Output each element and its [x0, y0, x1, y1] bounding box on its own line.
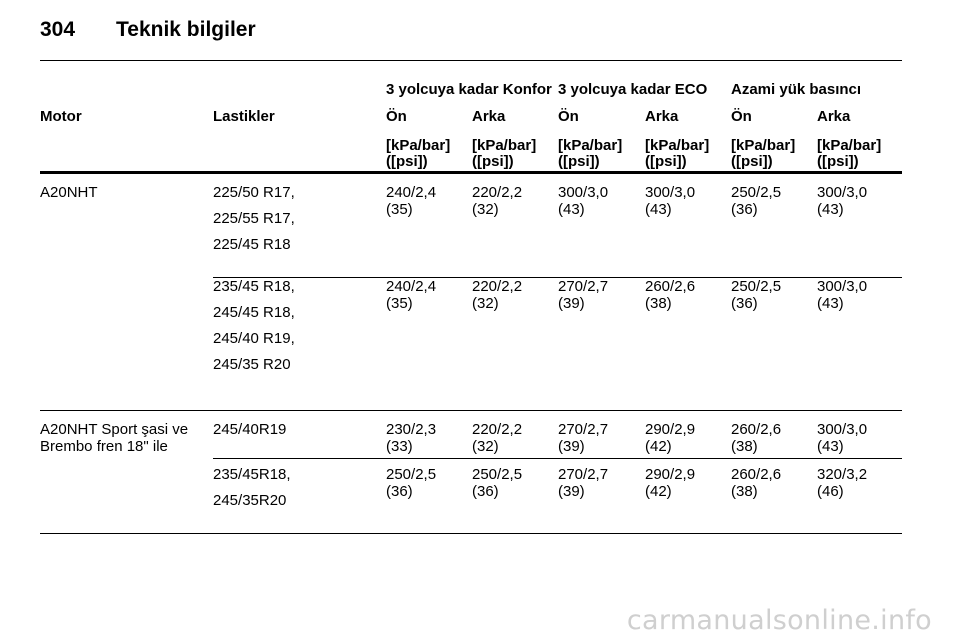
- pressure-value-cell: 300/3,0: [817, 421, 868, 438]
- pressure-value-cell: 300/3,0: [558, 184, 609, 201]
- group-header-comfort: 3 yolcuya kadar Konfor: [386, 81, 552, 98]
- unit-label-psi: ([psi]): [386, 153, 428, 170]
- pressure-psi-cell: (36): [472, 483, 499, 500]
- pressure-value-cell: 240/2,4: [386, 184, 437, 201]
- pressure-psi-cell: (39): [558, 438, 585, 455]
- pressure-value-cell: 230/2,3: [386, 421, 437, 438]
- page-header: 304 Teknik bilgiler: [40, 18, 256, 42]
- pressure-psi-cell: (35): [386, 201, 413, 218]
- pressure-value-cell: 220/2,2: [472, 421, 523, 438]
- tire-size-cell: 245/35R20: [213, 492, 287, 509]
- pressure-value-cell: 290/2,9: [645, 466, 696, 483]
- pressure-value-cell: 300/3,0: [817, 278, 868, 295]
- row-divider: [40, 533, 902, 534]
- unit-label-kpa-bar: [kPa/bar]: [731, 137, 796, 154]
- header-bottom-rule: [40, 171, 902, 174]
- unit-label-kpa-bar: [kPa/bar]: [472, 137, 537, 154]
- pressure-value-cell: 250/2,5: [472, 466, 523, 483]
- pressure-psi-cell: (32): [472, 438, 499, 455]
- tire-size-cell: 235/45R18,: [213, 466, 291, 483]
- pressure-psi-cell: (39): [558, 483, 585, 500]
- pressure-value-cell: 270/2,7: [558, 466, 609, 483]
- row-divider: [213, 458, 902, 459]
- pressure-psi-cell: (42): [645, 483, 672, 500]
- pressure-value-cell: 250/2,5: [386, 466, 437, 483]
- tire-size-cell: 245/40R19: [213, 421, 287, 438]
- header-rule: [40, 60, 902, 61]
- unit-label-psi: ([psi]): [645, 153, 687, 170]
- tire-size-cell: 225/55 R17,: [213, 210, 295, 227]
- pressure-value-cell: 260/2,6: [645, 278, 696, 295]
- pressure-value-cell: 250/2,5: [731, 184, 782, 201]
- pressure-value-cell: 250/2,5: [731, 278, 782, 295]
- tire-size-cell: 225/50 R17,: [213, 184, 295, 201]
- pressure-psi-cell: (38): [645, 295, 672, 312]
- pressure-psi-cell: (33): [386, 438, 413, 455]
- pressure-psi-cell: (32): [472, 295, 499, 312]
- tire-size-cell: 245/35 R20: [213, 356, 291, 373]
- column-header-rear: Arka: [645, 108, 679, 125]
- pressure-psi-cell: (39): [558, 295, 585, 312]
- pressure-psi-cell: (38): [731, 438, 758, 455]
- tire-size-cell: 245/40 R19,: [213, 330, 295, 347]
- pressure-psi-cell: (43): [817, 438, 844, 455]
- unit-label-kpa-bar: [kPa/bar]: [645, 137, 710, 154]
- pressure-psi-cell: (43): [817, 201, 844, 218]
- pressure-value-cell: 220/2,2: [472, 184, 523, 201]
- pressure-value-cell: 300/3,0: [645, 184, 696, 201]
- column-header-rear: Arka: [472, 108, 506, 125]
- pressure-value-cell: 220/2,2: [472, 278, 523, 295]
- unit-label-psi: ([psi]): [817, 153, 859, 170]
- tire-size-cell: 235/45 R18,: [213, 278, 295, 295]
- motor-cell: A20NHT: [40, 184, 98, 201]
- unit-label-psi: ([psi]): [558, 153, 600, 170]
- watermark: carmanualsonline.info: [626, 605, 932, 636]
- pressure-value-cell: 300/3,0: [817, 184, 868, 201]
- pressure-psi-cell: (36): [731, 201, 758, 218]
- pressure-psi-cell: (32): [472, 201, 499, 218]
- row-divider: [213, 277, 902, 278]
- unit-label-kpa-bar: [kPa/bar]: [386, 137, 451, 154]
- tire-size-cell: 225/45 R18: [213, 236, 291, 253]
- pressure-psi-cell: (36): [731, 295, 758, 312]
- row-divider: [40, 410, 902, 411]
- unit-label-kpa-bar: [kPa/bar]: [817, 137, 882, 154]
- pressure-value-cell: 260/2,6: [731, 466, 782, 483]
- unit-label-psi: ([psi]): [472, 153, 514, 170]
- tire-size-cell: 245/45 R18,: [213, 304, 295, 321]
- pressure-psi-cell: (43): [558, 201, 585, 218]
- pressure-value-cell: 270/2,7: [558, 421, 609, 438]
- pressure-psi-cell: (38): [731, 483, 758, 500]
- pressure-psi-cell: (36): [386, 483, 413, 500]
- motor-cell: Brembo fren 18" ile: [40, 438, 168, 455]
- page-title: Teknik bilgiler: [116, 18, 256, 41]
- pressure-psi-cell: (46): [817, 483, 844, 500]
- column-header-front: Ön: [558, 108, 579, 125]
- column-header-front: Ön: [386, 108, 407, 125]
- page-number: 304: [40, 18, 76, 41]
- pressure-value-cell: 320/3,2: [817, 466, 868, 483]
- unit-label-psi: ([psi]): [731, 153, 773, 170]
- motor-cell: A20NHT Sport şasi ve: [40, 421, 189, 438]
- column-header-front: Ön: [731, 108, 752, 125]
- pressure-psi-cell: (43): [817, 295, 844, 312]
- pressure-psi-cell: (35): [386, 295, 413, 312]
- unit-label-kpa-bar: [kPa/bar]: [558, 137, 623, 154]
- group-header-eco: 3 yolcuya kadar ECO: [558, 81, 708, 98]
- pressure-psi-cell: (43): [645, 201, 672, 218]
- pressure-value-cell: 260/2,6: [731, 421, 782, 438]
- pressure-value-cell: 270/2,7: [558, 278, 609, 295]
- pressure-psi-cell: (42): [645, 438, 672, 455]
- group-header-max-load: Azami yük basıncı: [731, 81, 862, 98]
- pressure-value-cell: 240/2,4: [386, 278, 437, 295]
- pressure-value-cell: 290/2,9: [645, 421, 696, 438]
- column-header-motor: Motor: [40, 108, 82, 125]
- column-header-rear: Arka: [817, 108, 851, 125]
- column-header-tires: Lastikler: [213, 108, 275, 125]
